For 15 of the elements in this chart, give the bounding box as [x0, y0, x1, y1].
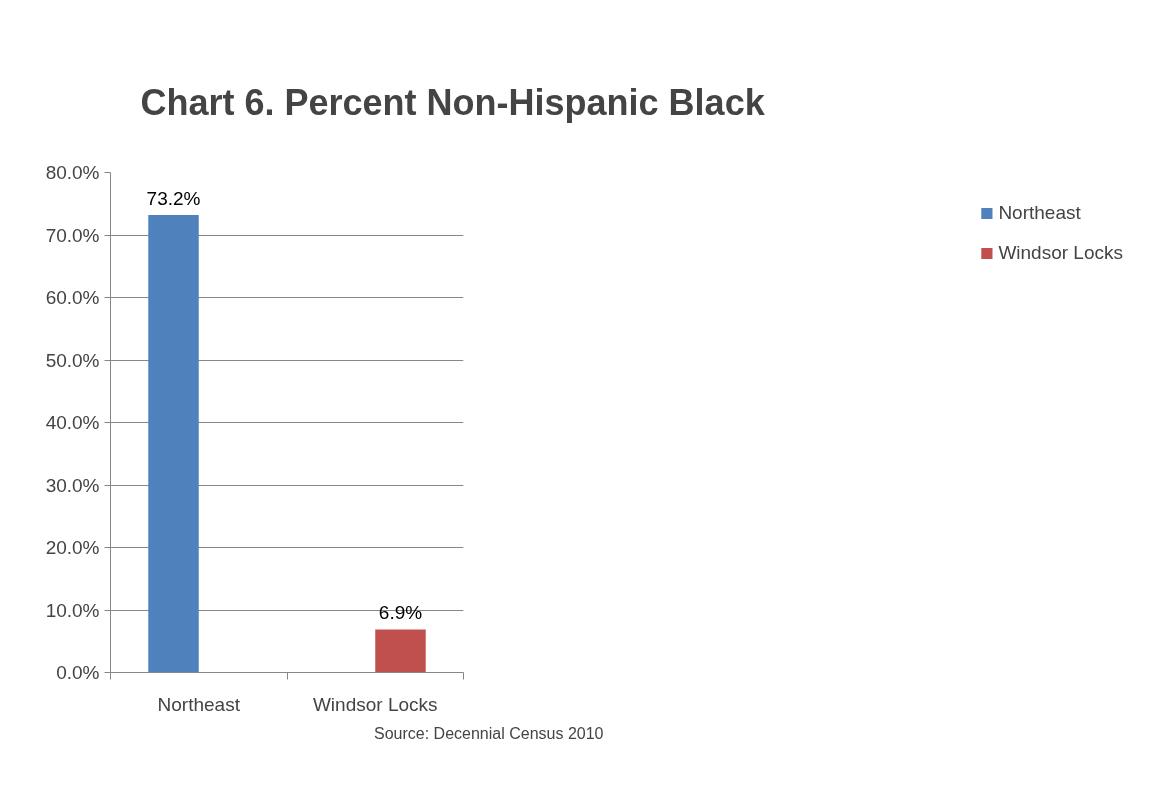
y-tick-label: 20.0% [45, 537, 100, 558]
y-tick-label: 0.0% [56, 662, 100, 683]
y-tick-label: 10.0% [45, 599, 100, 621]
y-tick-label: 30.0% [45, 474, 100, 496]
legend-label: Windsor Locks [998, 242, 1123, 264]
text: 73.2% [146, 188, 201, 209]
y-tick-label: 70.0% [45, 224, 100, 246]
y-tick-label: 50.0% [45, 349, 100, 371]
source-note: Source: Decennial Census 2010 [374, 724, 604, 742]
y-tick-label: 60.0% [45, 287, 100, 308]
y-tick-label: 40.0% [45, 412, 100, 433]
text: 6.9% [378, 602, 423, 624]
legend-label: Northeast [998, 202, 1081, 224]
chart-title: Chart 6. Percent Non-Hispanic Black [140, 81, 766, 123]
y-tick-label: 80.0% [45, 162, 100, 183]
